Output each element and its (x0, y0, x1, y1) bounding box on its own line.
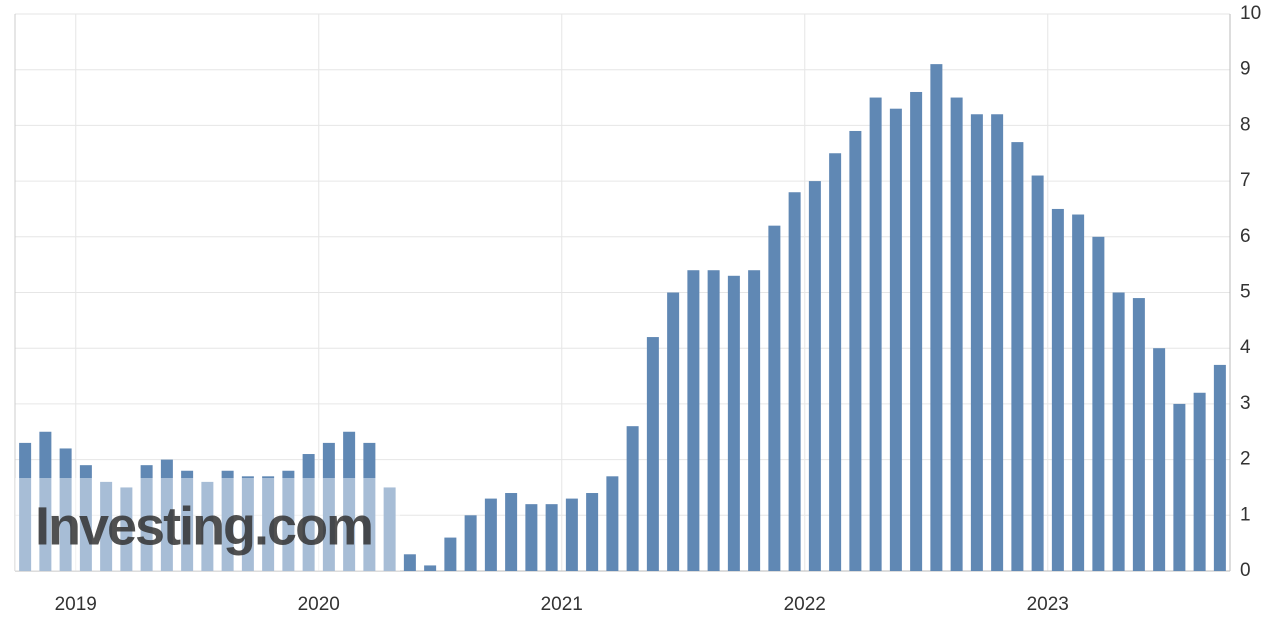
bar (282, 470, 295, 571)
bar (707, 270, 720, 571)
bar (221, 470, 234, 571)
y-tick-label: 5 (1240, 282, 1251, 303)
bar (19, 442, 32, 571)
bar (667, 292, 680, 571)
bar (788, 192, 801, 572)
watermark-veil (15, 478, 400, 571)
bar (1031, 175, 1044, 571)
bar (424, 565, 437, 571)
bar (1072, 214, 1085, 571)
y-tick-label: 6 (1240, 226, 1251, 247)
bar (1173, 403, 1186, 571)
bar (1051, 208, 1064, 571)
bar (525, 504, 538, 571)
bar (849, 130, 862, 571)
bar (889, 108, 902, 571)
bar (322, 442, 335, 571)
bar (687, 270, 700, 571)
bar (565, 498, 578, 571)
y-tick-label: 9 (1240, 59, 1251, 80)
bar (302, 454, 315, 571)
bar (586, 493, 599, 571)
bar (1193, 392, 1206, 571)
y-tick-label: 10 (1240, 3, 1261, 24)
bar (1011, 142, 1024, 572)
bar (829, 153, 842, 571)
bar (950, 97, 963, 572)
y-tick-label: 0 (1240, 560, 1251, 581)
bar (545, 504, 558, 571)
y-tick-label: 3 (1240, 393, 1251, 414)
bar (768, 225, 781, 571)
x-tick-label: 2021 (541, 594, 583, 615)
bar (1112, 292, 1125, 571)
watermark: Investing.com (35, 496, 372, 556)
bar (646, 337, 659, 571)
bar (403, 554, 416, 571)
bar (910, 91, 923, 571)
bar (484, 498, 497, 571)
bar (59, 448, 72, 571)
bar (79, 465, 92, 571)
bar (201, 481, 214, 571)
bar (383, 487, 396, 571)
bar (1153, 348, 1166, 571)
bar (1213, 364, 1226, 571)
bar (120, 487, 133, 571)
bar (343, 431, 356, 571)
bar (181, 470, 194, 571)
bar (626, 426, 639, 571)
bar (1132, 298, 1145, 571)
bar (444, 537, 457, 571)
bar (39, 431, 52, 571)
bar (991, 114, 1004, 571)
y-tick-label: 1 (1240, 504, 1251, 525)
bar (363, 442, 376, 571)
x-tick-label: 2019 (55, 594, 97, 615)
bar (808, 181, 821, 571)
bar (1092, 236, 1105, 572)
bar (241, 476, 254, 571)
y-tick-label: 8 (1240, 114, 1251, 135)
bar (748, 270, 761, 571)
bar (930, 64, 943, 571)
bar (464, 515, 477, 571)
bar (140, 465, 153, 571)
y-tick-label: 2 (1240, 449, 1251, 470)
y-tick-label: 7 (1240, 170, 1251, 191)
bar (505, 493, 518, 571)
bar (262, 476, 275, 571)
bar (869, 97, 882, 572)
x-tick-label: 2022 (784, 594, 826, 615)
bar (606, 476, 619, 571)
bar (727, 275, 740, 571)
x-tick-label: 2020 (298, 594, 340, 615)
bar (100, 481, 113, 571)
y-tick-label: 4 (1240, 337, 1251, 358)
bar (970, 114, 983, 571)
x-tick-label: 2023 (1027, 594, 1069, 615)
bar (160, 459, 173, 571)
